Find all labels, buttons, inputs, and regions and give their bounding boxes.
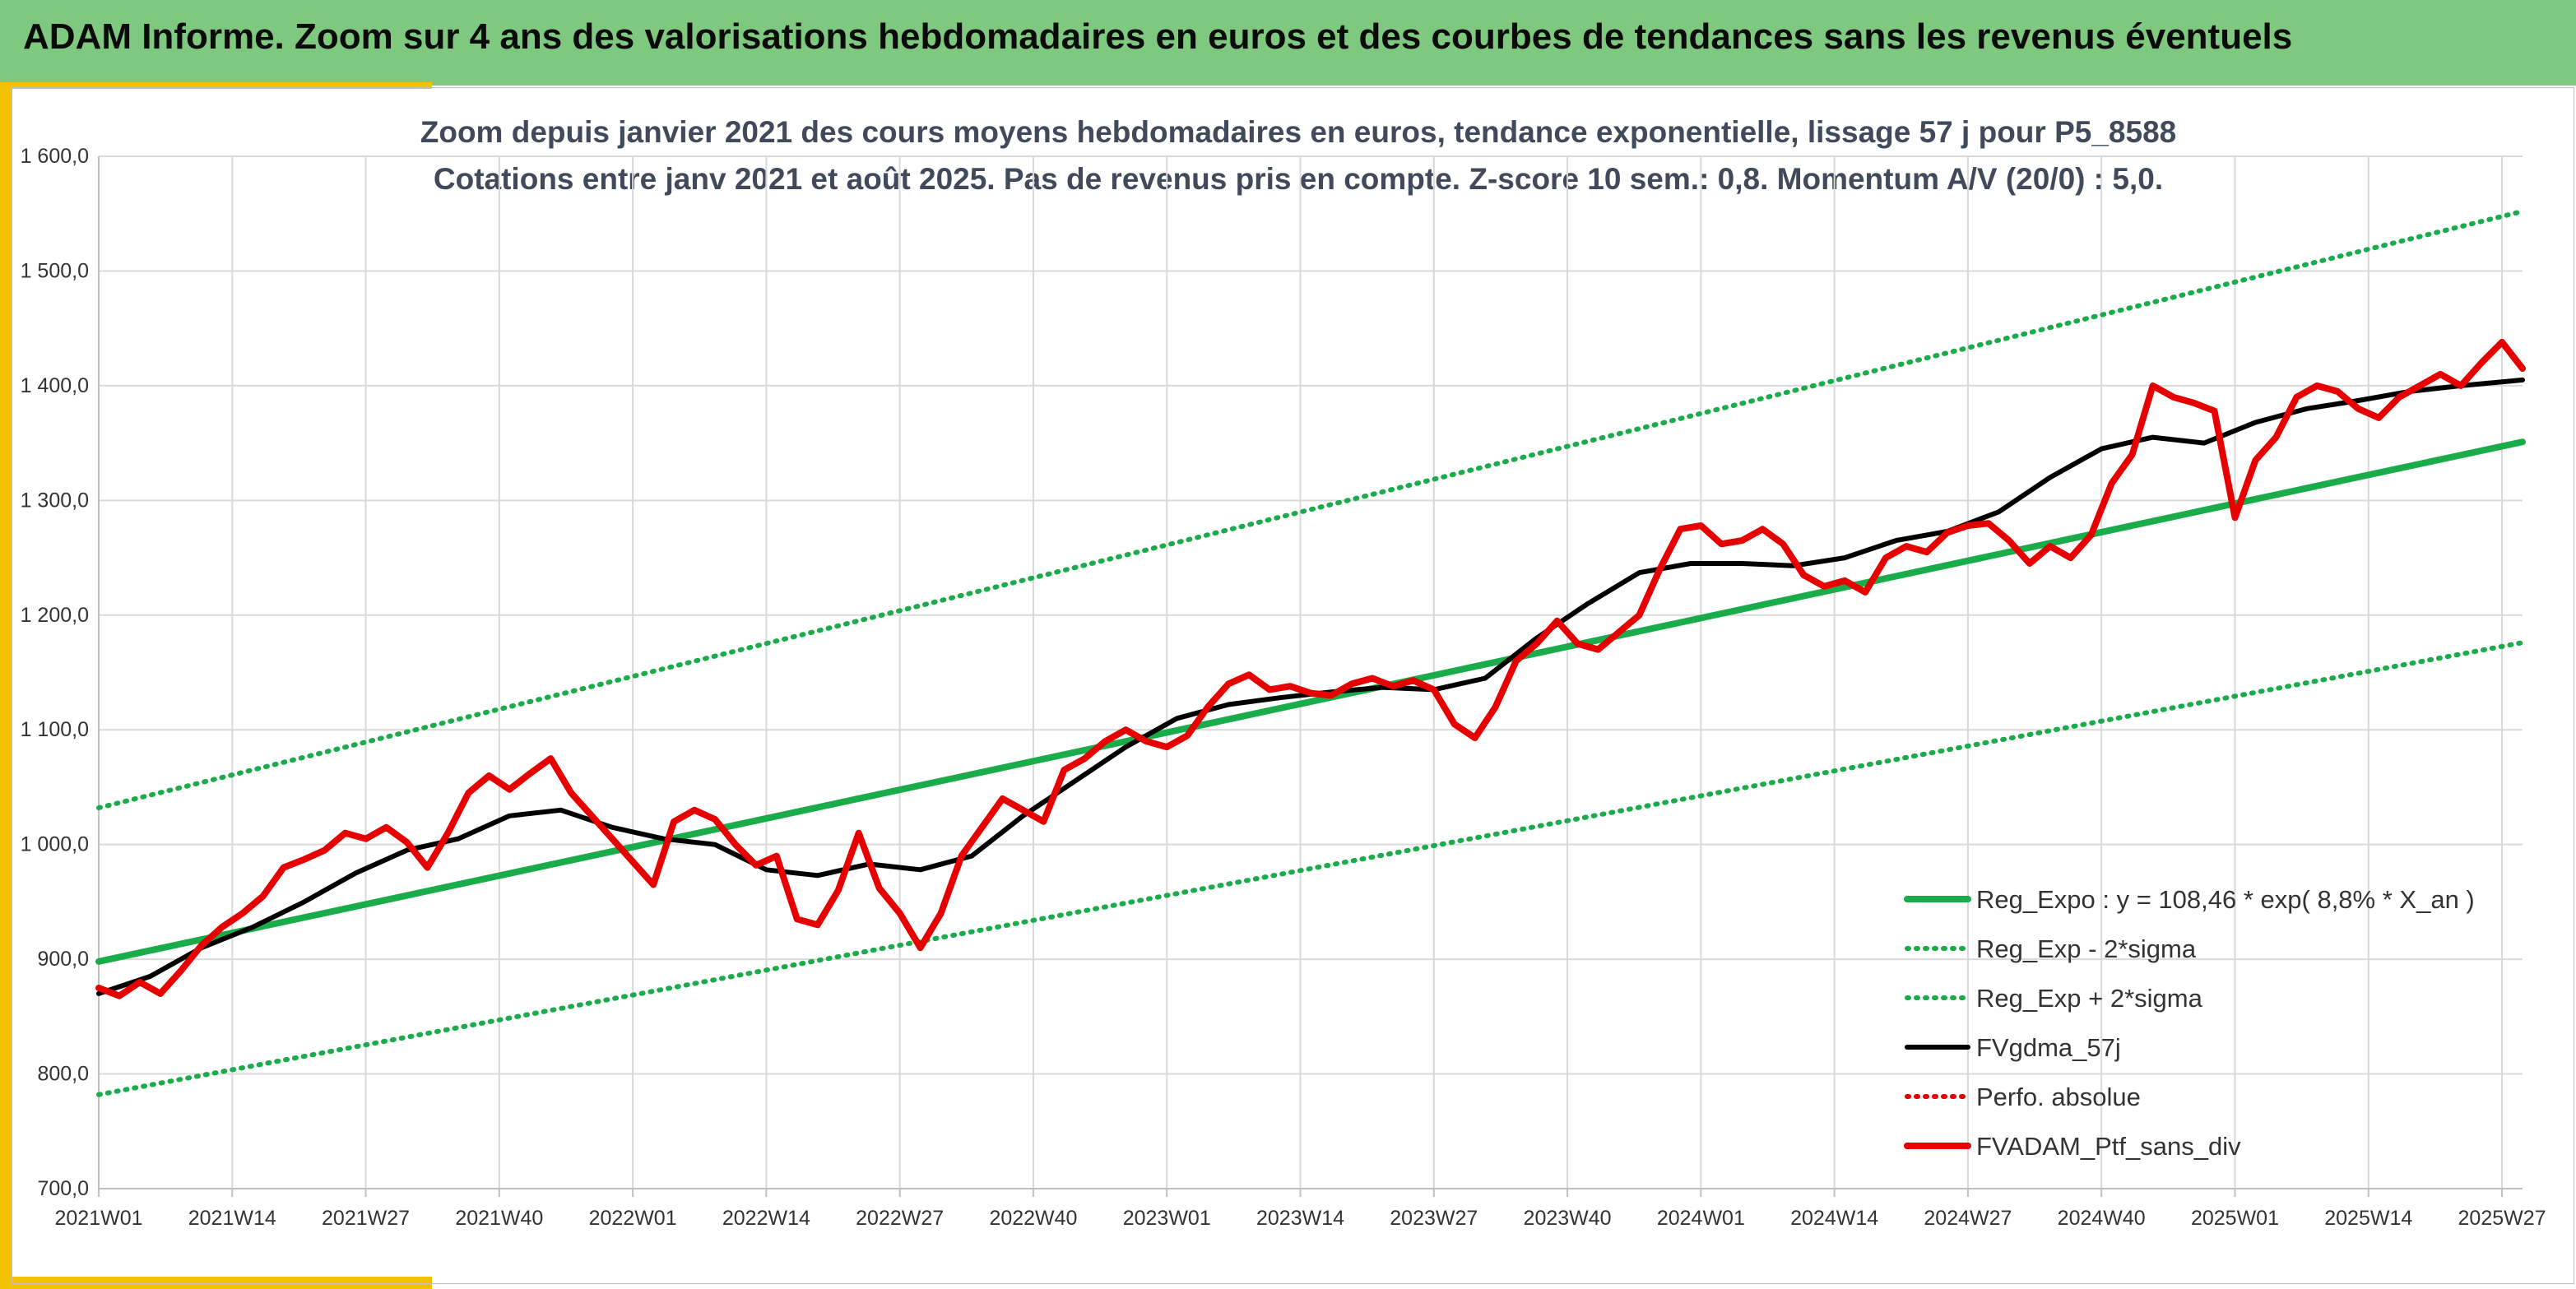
grid bbox=[98, 155, 2523, 1189]
y-tick-label: 1 200,0 bbox=[21, 604, 89, 627]
x-tick-label: 2021W14 bbox=[188, 1207, 276, 1230]
y-tick-label: 1 600,0 bbox=[21, 145, 89, 168]
x-tick-label: 2021W01 bbox=[54, 1207, 142, 1230]
legend-trend-label: Reg_Expo : y = 108,46 * exp( 8,8% * X_an… bbox=[1976, 885, 2475, 914]
y-tick-label: 1 400,0 bbox=[21, 374, 89, 397]
x-tick-label: 2022W40 bbox=[989, 1207, 1077, 1230]
accent-line-left bbox=[0, 86, 12, 1289]
legend-portfolio-label: FVADAM_Ptf_sans_div bbox=[1976, 1132, 2241, 1161]
y-tick-label: 800,0 bbox=[37, 1063, 89, 1086]
y-tick-label: 900,0 bbox=[37, 948, 89, 971]
x-tick-label: 2023W40 bbox=[1524, 1207, 1612, 1230]
accent-line-bottom bbox=[0, 1277, 432, 1289]
x-axis: 2021W01 2021W14 2021W27 2021W40 2022W01 2022W… bbox=[54, 1188, 2546, 1230]
trend-line bbox=[95, 438, 2526, 965]
x-tick-label: 2025W01 bbox=[2191, 1207, 2279, 1230]
legend: Reg_Expo : y = 108,46 * exp( 8,8% * X_an… bbox=[1904, 885, 2475, 1161]
accent-line-top bbox=[0, 82, 432, 89]
x-tick-label: 2022W14 bbox=[722, 1207, 810, 1230]
x-tick-label: 2023W01 bbox=[1123, 1207, 1211, 1230]
portfolio-line bbox=[95, 338, 2526, 999]
y-tick-label: 1 300,0 bbox=[21, 489, 89, 512]
y-tick-label: 1 000,0 bbox=[21, 833, 89, 856]
plot-area bbox=[95, 208, 2526, 1097]
chart-subtitle: Cotations entre janv 2021 et août 2025. … bbox=[434, 162, 2163, 196]
x-tick-label: 2021W40 bbox=[455, 1207, 543, 1230]
x-tick-label: 2024W40 bbox=[2058, 1207, 2146, 1230]
x-tick-label: 2025W27 bbox=[2458, 1207, 2546, 1230]
x-tick-label: 2023W14 bbox=[1256, 1207, 1344, 1230]
legend-smoothed-label: FVgdma_57j bbox=[1976, 1033, 2121, 1062]
x-tick-label: 2022W01 bbox=[589, 1207, 677, 1230]
x-tick-label: 2022W27 bbox=[856, 1207, 944, 1230]
legend-lower-band-label: Reg_Exp - 2*sigma bbox=[1976, 934, 2197, 963]
legend-upper-band-label: Reg_Exp + 2*sigma bbox=[1976, 984, 2203, 1013]
x-tick-label: 2024W01 bbox=[1657, 1207, 1745, 1230]
y-tick-label: 700,0 bbox=[37, 1177, 89, 1200]
y-tick-label: 1 500,0 bbox=[21, 259, 89, 282]
page-title: ADAM Informe. Zoom sur 4 ans des valoris… bbox=[23, 16, 2293, 57]
y-tick-label: 1 100,0 bbox=[21, 718, 89, 741]
chart-title: Zoom depuis janvier 2021 des cours moyen… bbox=[420, 115, 2176, 149]
legend-perfo-absolue-label: Perfo. absolue bbox=[1976, 1083, 2141, 1111]
lower-band-line bbox=[96, 640, 2525, 1097]
x-tick-label: 2025W14 bbox=[2324, 1207, 2412, 1230]
header-bar: ADAM Informe. Zoom sur 4 ans des valoris… bbox=[0, 0, 2576, 86]
x-tick-label: 2021W27 bbox=[322, 1207, 410, 1230]
x-tick-label: 2024W27 bbox=[1924, 1207, 2012, 1230]
x-tick-label: 2024W14 bbox=[1790, 1207, 1878, 1230]
y-axis: 700,0 800,0 900,0 1 000,0 1 100,0 1 200,0 1 30… bbox=[21, 145, 100, 1200]
x-tick-label: 2023W27 bbox=[1390, 1207, 1478, 1230]
upper-band-line bbox=[96, 208, 2525, 810]
chart-frame bbox=[12, 87, 2574, 1284]
